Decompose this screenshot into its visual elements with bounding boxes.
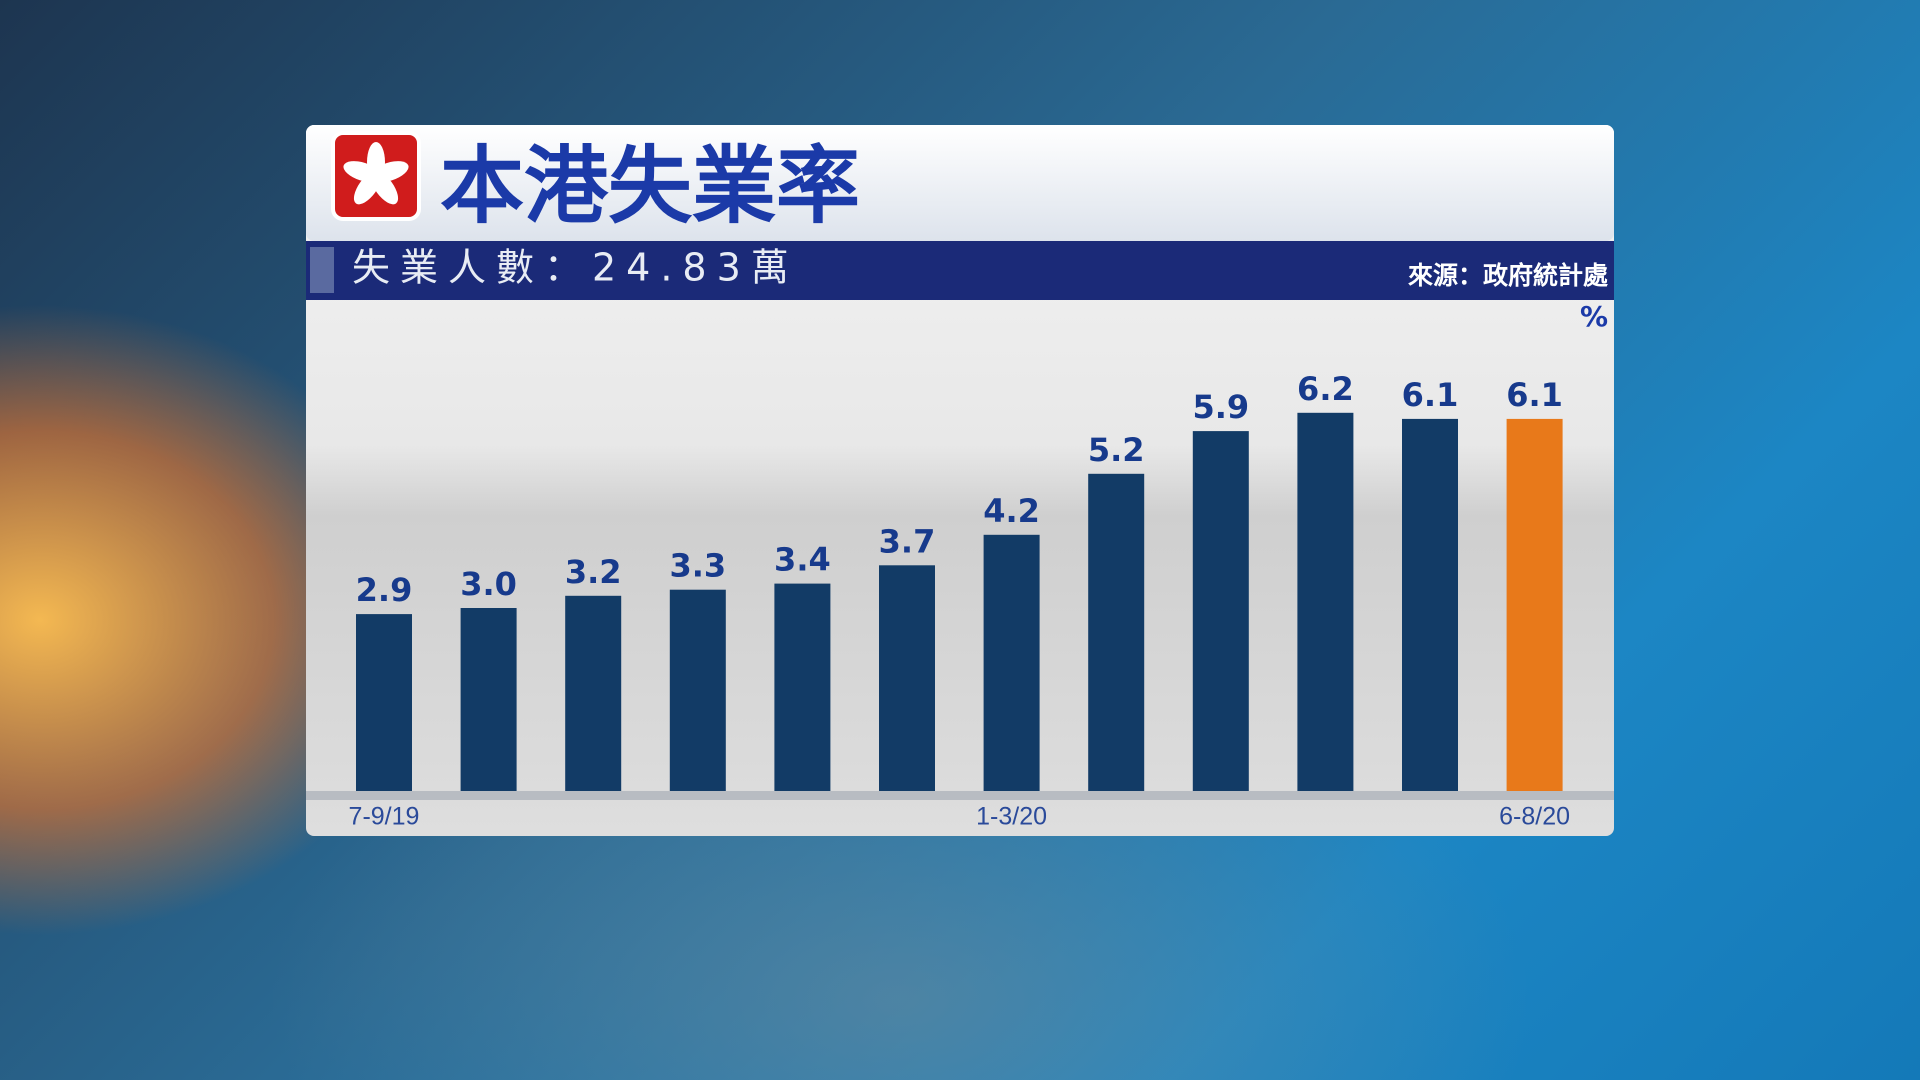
bar (669, 589, 726, 791)
chart-title: 本港失業率 (440, 137, 860, 235)
value-label: 6.1 (1402, 376, 1459, 414)
value-label: 6.2 (1297, 370, 1354, 408)
header (306, 125, 1614, 241)
value-label: 3.0 (460, 565, 517, 603)
value-label: 6.1 (1506, 376, 1563, 414)
bar (983, 534, 1040, 791)
x-tick-label: 1-3/20 (976, 803, 1047, 831)
bar (356, 614, 412, 791)
value-label: 2.9 (356, 571, 413, 609)
subheader-accent (310, 247, 334, 293)
baseline (306, 791, 1614, 800)
bar (565, 595, 622, 791)
bar (460, 608, 517, 791)
value-label: 5.2 (1088, 431, 1145, 469)
bar (1402, 418, 1458, 791)
subtitle: 失業人數：24.83萬 (352, 246, 799, 290)
bar (1297, 412, 1354, 791)
value-label: 3.2 (565, 553, 622, 591)
bar (774, 583, 831, 791)
value-label: 3.3 (669, 547, 726, 585)
unit-label: % (1580, 300, 1608, 333)
value-label: 3.4 (774, 541, 831, 579)
source: 來源：政府統計處 (1408, 261, 1608, 290)
value-label: 5.9 (1192, 388, 1249, 426)
bar (1192, 431, 1249, 791)
value-label: 3.7 (879, 522, 936, 560)
bar (1506, 418, 1563, 791)
x-tick-label: 7-9/19 (349, 803, 420, 831)
bar (1088, 473, 1145, 791)
x-tick-label: 6-8/20 (1499, 803, 1570, 831)
bar (879, 565, 935, 791)
panel (306, 125, 1614, 836)
value-label: 4.2 (983, 492, 1040, 530)
flag-icon (331, 131, 421, 221)
subheader (306, 241, 1614, 300)
